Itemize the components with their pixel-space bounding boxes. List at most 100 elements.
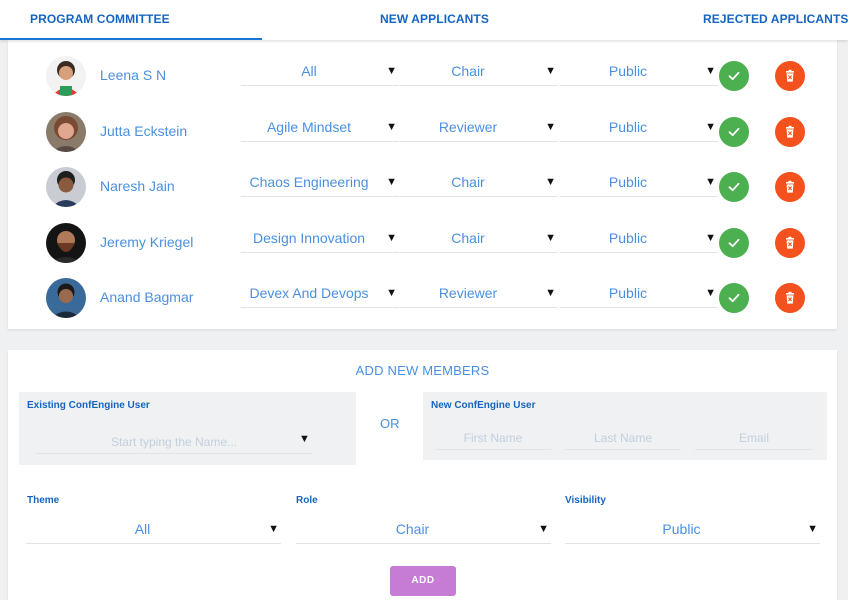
theme-value: Design Innovation	[252, 230, 366, 246]
tab-program-committee[interactable]: PROGRAM COMMITTEE	[0, 0, 262, 40]
trash-icon	[786, 69, 794, 82]
avatar	[46, 167, 86, 207]
delete-button[interactable]	[775, 61, 805, 91]
caret-down-icon: ▼	[538, 523, 549, 535]
visibility-value: Public	[662, 521, 701, 537]
theme-value: All	[134, 521, 151, 537]
visibility-select[interactable]: Public ▼	[560, 278, 718, 308]
member-row: Anand Bagmar Devex And Devops ▼ Reviewer…	[8, 270, 837, 320]
new-user-panel: New ConfEngine User First Name Last Name…	[423, 392, 827, 460]
delete-button[interactable]	[775, 228, 805, 258]
new-member-role-select[interactable]: Chair ▼	[296, 514, 551, 544]
theme-label: Theme	[27, 495, 60, 506]
add-member-button[interactable]: ADD	[390, 566, 456, 596]
committee-members-card: Leena S N All ▼ Chair ▼ Public ▼ Jutta E…	[8, 40, 837, 329]
theme-value: Agile Mindset	[266, 119, 352, 135]
trash-icon	[786, 291, 794, 304]
theme-select[interactable]: All ▼	[241, 56, 399, 86]
caret-down-icon: ▼	[545, 176, 556, 188]
caret-down-icon: ▼	[545, 121, 556, 133]
tab-rejected-applicants[interactable]: REJECTED APPLICANTS	[703, 12, 848, 26]
member-name[interactable]: Anand Bagmar	[100, 289, 194, 305]
theme-value: Devex And Devops	[249, 285, 369, 301]
member-name[interactable]: Jeremy Kriegel	[100, 234, 194, 250]
visibility-label: Visibility	[565, 495, 606, 506]
member-name[interactable]: Leena S N	[100, 67, 167, 83]
caret-down-icon: ▼	[386, 121, 397, 133]
caret-down-icon: ▼	[705, 176, 716, 188]
email-placeholder: Email	[738, 431, 769, 445]
theme-select[interactable]: Devex And Devops ▼	[241, 278, 399, 308]
role-value: Chair	[395, 521, 430, 537]
approve-button[interactable]	[719, 117, 749, 147]
visibility-select[interactable]: Public ▼	[560, 167, 718, 197]
role-value: Chair	[451, 174, 485, 190]
caret-down-icon: ▼	[386, 176, 397, 188]
visibility-select[interactable]: Public ▼	[560, 223, 718, 253]
existing-user-placeholder: Start typing the Name...	[110, 435, 238, 449]
caret-down-icon: ▼	[545, 232, 556, 244]
delete-button[interactable]	[775, 283, 805, 313]
delete-button[interactable]	[775, 117, 805, 147]
or-separator: OR	[380, 416, 400, 431]
caret-down-icon: ▼	[545, 287, 556, 299]
first-name-field[interactable]: First Name	[435, 426, 551, 450]
approve-button[interactable]	[719, 61, 749, 91]
role-select[interactable]: Chair ▼	[400, 223, 558, 253]
last-name-placeholder: Last Name	[593, 431, 653, 445]
trash-icon	[786, 125, 794, 138]
existing-user-search-input[interactable]: Start typing the Name...	[35, 430, 313, 454]
role-select[interactable]: Chair ▼	[400, 56, 558, 86]
add-members-card: ADD NEW MEMBERS Existing ConfEngine User…	[8, 350, 837, 600]
caret-down-icon: ▼	[386, 287, 397, 299]
visibility-select[interactable]: Public ▼	[560, 56, 718, 86]
approve-button[interactable]	[719, 172, 749, 202]
first-name-placeholder: First Name	[463, 431, 523, 445]
tab-bar: PROGRAM COMMITTEE NEW APPLICANTS REJECTE…	[0, 0, 848, 40]
approve-button[interactable]	[719, 228, 749, 258]
visibility-value: Public	[608, 285, 648, 301]
avatar	[46, 278, 86, 318]
delete-button[interactable]	[775, 172, 805, 202]
visibility-value: Public	[608, 174, 648, 190]
caret-down-icon: ▼	[705, 287, 716, 299]
avatar	[46, 223, 86, 263]
member-name[interactable]: Naresh Jain	[100, 178, 175, 194]
theme-select[interactable]: Chaos Engineering ▼	[241, 167, 399, 197]
check-icon	[728, 71, 740, 81]
member-name[interactable]: Jutta Eckstein	[100, 123, 188, 139]
caret-down-icon: ▼	[705, 65, 716, 77]
approve-button[interactable]	[719, 283, 749, 313]
existing-user-panel: Existing ConfEngine User Start typing th…	[19, 392, 356, 465]
new-member-theme-select[interactable]: All ▼	[26, 514, 281, 544]
member-row: Leena S N All ▼ Chair ▼ Public ▼	[8, 48, 837, 98]
theme-value: Chaos Engineering	[249, 174, 369, 190]
check-icon	[728, 293, 740, 303]
new-member-visibility-select[interactable]: Public ▼	[565, 514, 820, 544]
role-select[interactable]: Reviewer ▼	[400, 278, 558, 308]
role-select[interactable]: Chair ▼	[400, 167, 558, 197]
role-value: Chair	[451, 230, 485, 246]
member-row: Jeremy Kriegel Design Innovation ▼ Chair…	[8, 215, 837, 265]
add-members-title: ADD NEW MEMBERS	[355, 363, 490, 378]
visibility-select[interactable]: Public ▼	[560, 112, 718, 142]
caret-down-icon[interactable]: ▼	[299, 433, 310, 445]
trash-icon	[786, 236, 794, 249]
tab-new-applicants[interactable]: NEW APPLICANTS	[380, 12, 489, 26]
member-row: Jutta Eckstein Agile Mindset ▼ Reviewer …	[8, 104, 837, 154]
theme-select[interactable]: Agile Mindset ▼	[241, 112, 399, 142]
role-select[interactable]: Reviewer ▼	[400, 112, 558, 142]
email-field[interactable]: Email	[695, 426, 813, 450]
caret-down-icon: ▼	[705, 232, 716, 244]
caret-down-icon: ▼	[807, 523, 818, 535]
caret-down-icon: ▼	[545, 65, 556, 77]
check-icon	[728, 127, 740, 137]
caret-down-icon: ▼	[386, 65, 397, 77]
trash-icon	[786, 180, 794, 193]
visibility-value: Public	[608, 119, 648, 135]
last-name-field[interactable]: Last Name	[565, 426, 681, 450]
avatar	[46, 56, 86, 96]
caret-down-icon: ▼	[705, 121, 716, 133]
role-value: Reviewer	[438, 285, 498, 301]
theme-select[interactable]: Design Innovation ▼	[241, 223, 399, 253]
